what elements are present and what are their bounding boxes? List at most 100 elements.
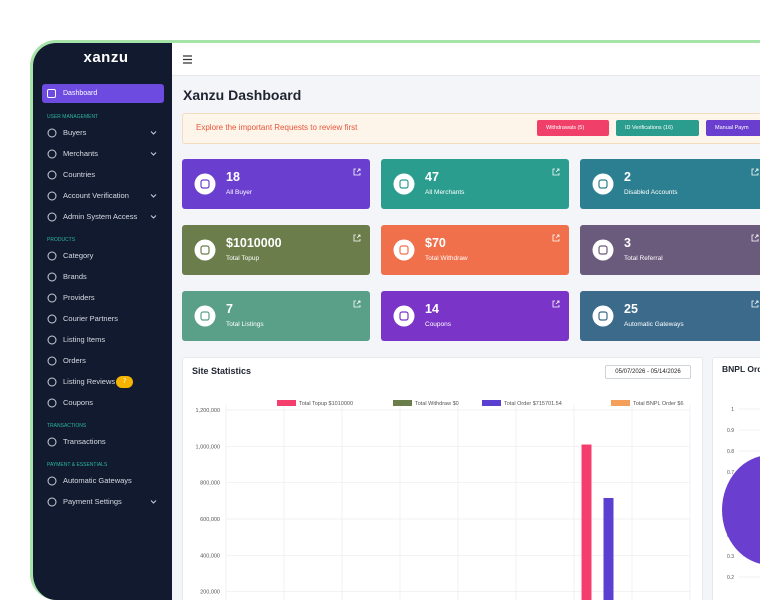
legend-swatch: [393, 400, 412, 406]
external-link: [552, 300, 560, 308]
nav-icon: [47, 293, 57, 303]
nav-icon: [47, 497, 57, 507]
legend-swatch: [277, 400, 296, 406]
icon-shape: [598, 311, 608, 321]
page-title: Xanzu Dashboard: [183, 87, 302, 103]
nav-label[interactable]: Admin System Access: [63, 212, 138, 221]
icon-bg: [393, 305, 415, 327]
nav-label[interactable]: Courier Partners: [63, 314, 119, 323]
stat-icon: [393, 239, 415, 261]
nav-label[interactable]: Orders: [63, 356, 86, 365]
chevron: [150, 152, 157, 156]
nav-icon: [47, 251, 57, 261]
sidebar: [33, 43, 172, 600]
stat-icon: [393, 305, 415, 327]
stat-icon: [194, 239, 216, 261]
external-link: [751, 234, 759, 242]
nav-label[interactable]: Category: [63, 251, 94, 260]
nav-section: PRODUCTS: [47, 237, 76, 243]
y-tick-label: 0.3: [727, 554, 734, 560]
alert-button[interactable]: ID Verifications (16): [616, 120, 699, 136]
link-shape: [353, 234, 361, 242]
stat-label: Disabled Accounts: [624, 189, 678, 196]
legend-swatch: [482, 400, 501, 406]
nav-label[interactable]: Listing Reviews: [63, 377, 116, 386]
y-tick-label: 0.2: [727, 575, 734, 581]
stat-value: 25: [624, 302, 638, 316]
topbar: [172, 43, 760, 76]
icon-shape: [47, 398, 57, 408]
nav-label[interactable]: Dashboard: [63, 90, 98, 97]
nav-label[interactable]: Account Verification: [63, 191, 129, 200]
stat-label: Total Listings: [226, 321, 264, 328]
alert-button[interactable]: Manual Paym: [706, 120, 760, 136]
nav-label[interactable]: Listing Items: [63, 335, 106, 344]
icon-bg: [592, 305, 614, 327]
icon-shape: [598, 179, 608, 189]
chevron: [150, 215, 157, 219]
chevron: [150, 194, 157, 198]
y-tick-label: 0.7: [727, 470, 734, 476]
date-range[interactable]: 05/07/2026 - 05/14/2026: [605, 365, 691, 379]
icon-shape: [47, 314, 57, 324]
nav-label[interactable]: Countries: [63, 170, 96, 179]
icon-shape: [47, 437, 57, 447]
external-link: [353, 300, 361, 308]
nav-icon: [47, 128, 57, 138]
nav-icon: [47, 89, 56, 98]
nav-icon: [47, 398, 57, 408]
nav-icon: [47, 377, 57, 387]
stat-value: $1010000: [226, 236, 282, 250]
menu-toggle[interactable]: [183, 55, 193, 64]
nav-icon: [47, 272, 57, 282]
external-link: [353, 168, 361, 176]
nav-label[interactable]: Payment Settings: [63, 497, 122, 506]
stat-label: Automatic Gateways: [624, 321, 684, 328]
icon-shape: [47, 212, 57, 222]
nav-label[interactable]: Providers: [63, 293, 95, 302]
nav-icon: [47, 356, 57, 366]
icon-shape: [200, 179, 210, 189]
legend-swatch: [611, 400, 630, 406]
nav-label[interactable]: Automatic Gateways: [63, 476, 132, 485]
chevron-shape: [150, 131, 157, 135]
icon-bg: [194, 305, 216, 327]
bnpl-chart: 10.90.80.70.60.50.40.30.2: [722, 407, 760, 581]
y-tick-label: 800,000: [200, 481, 220, 487]
icon-shape: [47, 149, 57, 159]
nav-label[interactable]: Transactions: [63, 437, 106, 446]
nav-label[interactable]: Brands: [63, 272, 87, 281]
stat-value: 7: [226, 302, 233, 316]
stat-label: All Buyer: [226, 189, 253, 196]
nav-label[interactable]: Merchants: [63, 149, 99, 158]
nav-section: USER MANAGEMENT: [47, 114, 99, 120]
link-shape: [353, 300, 361, 308]
link-shape: [751, 300, 759, 308]
nav-icon: [47, 335, 57, 345]
nav-label[interactable]: Coupons: [63, 398, 94, 407]
external-link: [353, 234, 361, 242]
alert-button[interactable]: Withdrawals (5): [537, 120, 609, 136]
icon-shape: [399, 179, 409, 189]
y-tick-label: 1: [731, 407, 734, 413]
logo: xanzu: [83, 49, 129, 66]
stat-icon: [393, 173, 415, 195]
icon-bg: [194, 239, 216, 261]
stat-icon: [592, 173, 614, 195]
chevron: [150, 131, 157, 135]
stat-label: Total Topup: [226, 255, 260, 262]
stat-icon: [592, 305, 614, 327]
nav-label[interactable]: Buyers: [63, 128, 87, 137]
stat-value: 14: [425, 302, 439, 316]
stat-label: Total Withdraw: [425, 255, 468, 262]
icon-shape: [47, 272, 57, 282]
icon-bg: [592, 173, 614, 195]
external-link: [552, 168, 560, 176]
stat-icon: [194, 173, 216, 195]
stat-value: 47: [425, 170, 439, 184]
legend-label: Total Order $715701.54: [504, 401, 562, 407]
nav-active[interactable]: [42, 84, 164, 103]
nav-icon: [47, 212, 57, 222]
icon-shape: [47, 476, 57, 486]
